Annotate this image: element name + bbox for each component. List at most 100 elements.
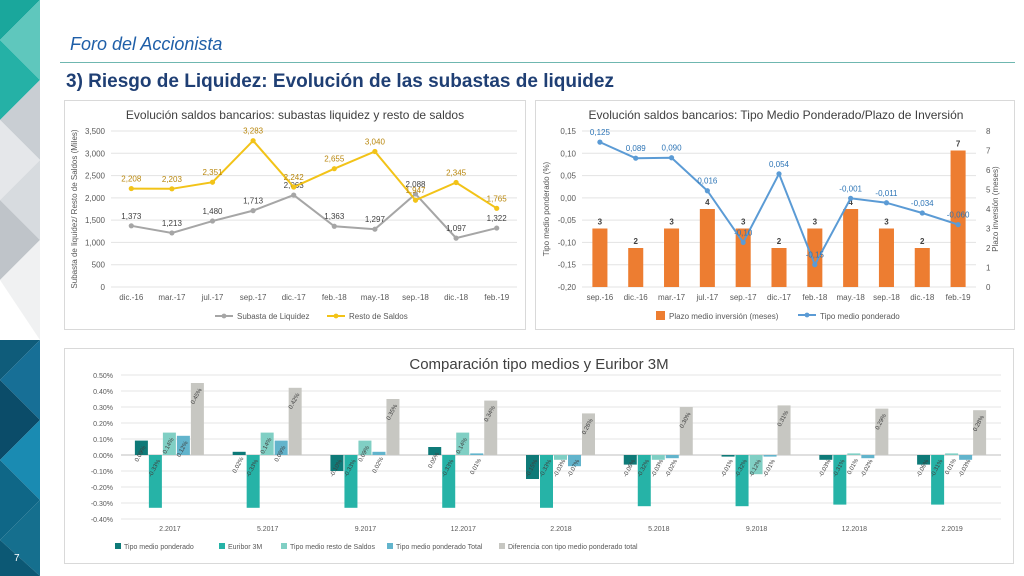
x-tick-label: dic.-18 <box>910 293 935 302</box>
bar-label: 3 <box>741 218 746 227</box>
bar <box>628 248 644 287</box>
bar <box>428 447 442 455</box>
bar <box>917 455 931 465</box>
data-point <box>412 197 419 203</box>
y-tick-label: 0 <box>101 283 106 292</box>
y-tick-label: -0.30% <box>91 501 113 508</box>
data-point <box>331 166 337 172</box>
bar <box>540 455 553 508</box>
bar <box>288 387 302 455</box>
y2-tick-label: 7 <box>986 147 991 156</box>
data-point <box>250 138 256 144</box>
chart-title: Evolución saldos bancarios: subastas liq… <box>126 108 464 122</box>
bar <box>442 455 456 508</box>
data-point <box>919 210 925 216</box>
data-point <box>955 222 961 228</box>
data-point <box>291 192 297 198</box>
y2-tick-label: 5 <box>986 186 991 195</box>
series-line-1 <box>131 192 497 240</box>
bar <box>372 451 386 455</box>
bar-label: 4 <box>705 198 710 207</box>
x-tick-label: dic.-17 <box>767 293 792 302</box>
bar <box>664 228 680 287</box>
y2-tick-label: 1 <box>986 264 991 273</box>
bar <box>176 435 190 455</box>
bar <box>274 440 288 455</box>
bar <box>819 455 833 460</box>
data-label: 3,040 <box>365 138 386 147</box>
bar-label: -0.01% <box>763 458 778 478</box>
chart-title: Comparación tipo medios y Euribor 3M <box>409 356 668 373</box>
bar <box>134 440 148 455</box>
bar <box>526 455 539 479</box>
data-label: 2,088 <box>405 180 426 189</box>
data-point <box>848 195 854 201</box>
chart-panel-rate-term: Evolución saldos bancarios: Tipo Medio P… <box>535 100 1015 330</box>
data-label: 3,283 <box>243 127 264 136</box>
y2-tick-label: 3 <box>986 225 991 234</box>
bar <box>358 440 372 455</box>
bar <box>847 453 861 455</box>
bar <box>386 399 400 455</box>
bar-label: -0.02% <box>860 458 875 478</box>
y2-tick-label: 6 <box>986 166 991 175</box>
bar-label: -0.03% <box>651 458 666 478</box>
x-tick-label: feb.-19 <box>946 293 971 302</box>
left-decoration <box>0 0 40 576</box>
data-label: 1,363 <box>324 212 345 221</box>
bar <box>959 455 973 460</box>
y-tick-label: -0,05 <box>558 216 577 225</box>
bar <box>232 451 246 455</box>
y-tick-label: 0,10 <box>560 149 576 158</box>
bar <box>777 405 791 455</box>
y-tick-label: 0.00% <box>93 453 113 460</box>
x-tick-label: 5.2018 <box>648 526 670 533</box>
data-label: 2,345 <box>446 168 467 177</box>
chart-panel-balances: Evolución saldos bancarios: subastas liq… <box>64 100 526 330</box>
legend-swatch <box>115 543 121 549</box>
bar <box>875 408 889 455</box>
bar <box>749 455 763 475</box>
y2-tick-label: 0 <box>986 283 991 292</box>
y-tick-label: -0.10% <box>91 469 113 476</box>
bar-label: 0.01% <box>470 457 484 475</box>
bar-label: -0.02% <box>665 458 680 478</box>
x-tick-label: 12.2017 <box>451 526 476 533</box>
x-tick-label: feb.-19 <box>484 293 509 302</box>
bar <box>344 455 358 508</box>
y-tick-label: 0,00 <box>560 194 576 203</box>
data-point <box>372 226 378 232</box>
y-tick-label: 3,500 <box>85 127 106 136</box>
y-tick-label: 0,05 <box>560 172 576 181</box>
legend-label: Tipo medio resto de Saldos <box>290 544 375 551</box>
bar <box>651 455 665 460</box>
y2-axis-label: Plazo inversión (meses) <box>991 166 1000 252</box>
bar <box>735 455 749 507</box>
bar <box>470 453 484 455</box>
bar-label: 0.01% <box>945 457 959 475</box>
data-point <box>169 186 175 192</box>
data-point <box>704 188 710 194</box>
data-label: 0,089 <box>626 144 647 153</box>
y-axis-label: Tipo medio ponderado (%) <box>542 161 551 256</box>
bar <box>554 455 567 460</box>
chart-title: Evolución saldos bancarios: Tipo Medio P… <box>589 108 964 122</box>
x-tick-label: 2.2018 <box>550 526 572 533</box>
bar <box>260 432 274 455</box>
x-tick-label: may.-18 <box>836 293 865 302</box>
data-point <box>776 171 782 177</box>
bar <box>931 455 945 505</box>
data-point <box>372 148 378 155</box>
data-point <box>331 223 337 229</box>
data-label: 2,655 <box>324 155 345 164</box>
legend-swatch <box>499 543 505 549</box>
legend-label: Plazo medio inversión (meses) <box>669 312 779 321</box>
y-axis-label: Subasta de liquidez/ Resto de Saldos (Mi… <box>70 129 79 289</box>
x-tick-label: jul.-17 <box>201 293 224 302</box>
x-tick-label: dic.-18 <box>444 293 469 302</box>
legend-label: Diferencia con tipo medio ponderado tota… <box>508 544 638 551</box>
bar <box>914 248 930 287</box>
bar <box>665 455 679 459</box>
bar-label: -0.03% <box>818 458 833 478</box>
bar <box>623 455 637 465</box>
